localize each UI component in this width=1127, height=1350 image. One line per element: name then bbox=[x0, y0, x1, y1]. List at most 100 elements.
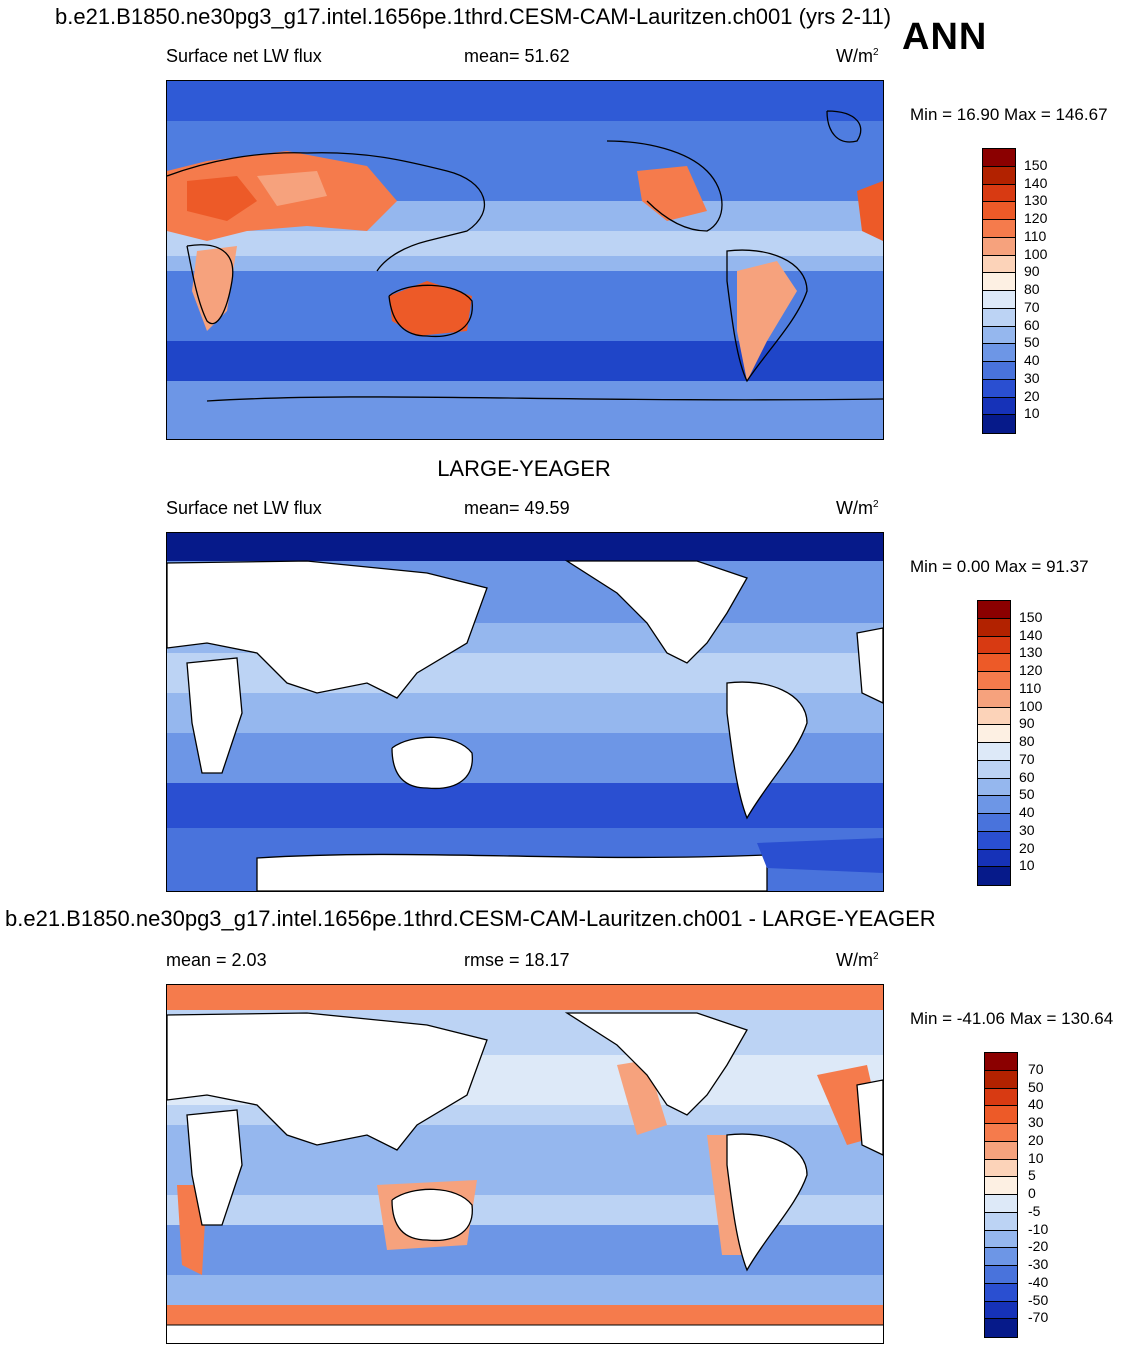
colorbar-tick-label: 80 bbox=[1024, 281, 1040, 297]
colorbar-tick-label: 20 bbox=[1028, 1131, 1044, 1148]
panel2-colorbar-ticks: 150 140 130 120 110 100 90 80 70 60 50 40 30 20 10 bbox=[1019, 600, 1079, 884]
colorbar-tick-label: 90 bbox=[1019, 715, 1035, 732]
colorbar-tick-label: -20 bbox=[1028, 1238, 1049, 1255]
colorbar-tick-label: 100 bbox=[1024, 245, 1048, 262]
colorbar-swatch bbox=[983, 397, 1015, 416]
colorbar-swatch bbox=[978, 778, 1010, 797]
colorbar-tick-label: 50 bbox=[1028, 1078, 1044, 1095]
panel3-rmse-label: rmse = 18.17 bbox=[464, 950, 570, 970]
panel3-units-label: W/m2 bbox=[836, 950, 879, 970]
panel2-minmax: Min = 0.00 Max = 91.37 bbox=[910, 557, 1089, 576]
colorbar-tick-label: 40 bbox=[1024, 352, 1040, 368]
colorbar-swatch bbox=[985, 1141, 1017, 1160]
colorbar-swatch bbox=[985, 1301, 1017, 1320]
colorbar-swatch bbox=[983, 166, 1015, 185]
colorbar-tick-label: 130 bbox=[1024, 192, 1048, 209]
colorbar-swatch bbox=[978, 689, 1010, 708]
colorbar-swatch bbox=[985, 1283, 1017, 1302]
colorbar-swatch bbox=[985, 1106, 1017, 1124]
colorbar-tick-label: 30 bbox=[1028, 1114, 1044, 1130]
panel1-map bbox=[166, 80, 884, 440]
colorbar-tick-label: -10 bbox=[1028, 1220, 1049, 1237]
panel2-mean-label: mean= 49.59 bbox=[464, 498, 570, 518]
panel1-colorbar-ticks: 150 140 130 120 110 100 90 80 70 60 50 40 30 20 10 bbox=[1024, 148, 1084, 432]
colorbar-tick-label: 100 bbox=[1019, 697, 1043, 714]
colorbar-tick-label: 140 bbox=[1019, 626, 1043, 643]
colorbar-swatch bbox=[985, 1266, 1017, 1284]
colorbar-swatch bbox=[978, 760, 1010, 779]
colorbar-swatch bbox=[985, 1124, 1017, 1142]
colorbar-tick-label: 70 bbox=[1024, 298, 1040, 315]
colorbar-swatch bbox=[978, 867, 1010, 885]
colorbar-swatch bbox=[983, 291, 1015, 309]
colorbar-swatch bbox=[983, 184, 1015, 203]
colorbar-swatch bbox=[983, 326, 1015, 345]
panel2-map bbox=[166, 532, 884, 892]
colorbar-swatch bbox=[983, 344, 1015, 362]
colorbar-tick-label: 140 bbox=[1024, 174, 1048, 191]
colorbar-swatch bbox=[985, 1230, 1017, 1249]
colorbar-tick-label: 130 bbox=[1019, 644, 1043, 661]
colorbar-tick-label: 30 bbox=[1019, 821, 1035, 838]
colorbar-swatch bbox=[978, 618, 1010, 637]
panel1-colorbar bbox=[982, 148, 1016, 434]
colorbar-swatch bbox=[985, 1088, 1017, 1107]
colorbar-tick-label: 30 bbox=[1024, 369, 1040, 386]
panel1-variable-label: Surface net LW flux bbox=[166, 46, 322, 66]
colorbar-tick-label: 110 bbox=[1024, 227, 1047, 244]
colorbar-tick-label: 10 bbox=[1028, 1149, 1044, 1166]
colorbar-tick-label: 150 bbox=[1019, 608, 1043, 625]
colorbar-swatch bbox=[985, 1177, 1017, 1195]
case-title: b.e21.B1850.ne30pg3_g17.intel.1656pe.1th… bbox=[55, 4, 892, 29]
colorbar-tick-label: 10 bbox=[1019, 857, 1035, 874]
colorbar-tick-label: 70 bbox=[1019, 750, 1035, 767]
panel2-title: LARGE-YEAGER bbox=[437, 456, 611, 481]
colorbar-swatch bbox=[978, 831, 1010, 850]
colorbar-tick-label: -40 bbox=[1028, 1273, 1049, 1290]
colorbar-swatch bbox=[978, 796, 1010, 814]
colorbar-swatch bbox=[983, 237, 1015, 256]
colorbar-swatch bbox=[985, 1159, 1017, 1178]
colorbar-tick-label: 90 bbox=[1024, 263, 1040, 280]
colorbar-tick-label: 120 bbox=[1019, 662, 1043, 678]
colorbar-swatch bbox=[985, 1212, 1017, 1231]
colorbar-swatch bbox=[985, 1319, 1017, 1337]
colorbar-swatch bbox=[985, 1248, 1017, 1266]
colorbar-tick-label: 120 bbox=[1024, 210, 1048, 226]
colorbar-swatch bbox=[983, 308, 1015, 327]
colorbar-swatch bbox=[983, 220, 1015, 238]
panel2-variable-label: Surface net LW flux bbox=[166, 498, 322, 518]
panel2-colorbar bbox=[977, 600, 1011, 886]
colorbar-swatch bbox=[983, 415, 1015, 433]
panel1-minmax: Min = 16.90 Max = 146.67 bbox=[910, 105, 1108, 124]
colorbar-tick-label: 40 bbox=[1028, 1096, 1044, 1113]
colorbar-tick-label: 50 bbox=[1024, 334, 1040, 351]
colorbar-swatch bbox=[978, 849, 1010, 868]
colorbar-swatch bbox=[978, 636, 1010, 655]
colorbar-swatch bbox=[978, 672, 1010, 690]
panel1-mean-label: mean= 51.62 bbox=[464, 46, 570, 66]
colorbar-tick-label: -50 bbox=[1028, 1291, 1049, 1308]
panel1-units-label: W/m2 bbox=[836, 46, 879, 66]
colorbar-swatch bbox=[983, 273, 1015, 291]
colorbar-tick-label: 0 bbox=[1028, 1185, 1036, 1201]
colorbar-tick-label: 80 bbox=[1019, 733, 1035, 749]
colorbar-tick-label: 60 bbox=[1024, 316, 1040, 333]
panel3-title: b.e21.B1850.ne30pg3_g17.intel.1656pe.1th… bbox=[5, 906, 936, 931]
colorbar-tick-label: -30 bbox=[1028, 1256, 1049, 1272]
colorbar-swatch bbox=[978, 725, 1010, 743]
colorbar-swatch bbox=[983, 379, 1015, 398]
panel2-units-label: W/m2 bbox=[836, 498, 879, 518]
panel3-colorbar-ticks: 70 50 40 30 20 10 5 0 -5 -10 -20 -30 -40 -50 -70 bbox=[1028, 1052, 1088, 1336]
panel3-mean-label: mean = 2.03 bbox=[166, 950, 267, 970]
panel3-colorbar bbox=[984, 1052, 1018, 1338]
colorbar-swatch bbox=[983, 149, 1015, 167]
colorbar-swatch bbox=[978, 743, 1010, 761]
colorbar-swatch bbox=[983, 255, 1015, 274]
colorbar-tick-label: 20 bbox=[1019, 839, 1035, 856]
panel3-map bbox=[166, 984, 884, 1344]
colorbar-swatch bbox=[985, 1070, 1017, 1089]
colorbar-swatch bbox=[985, 1195, 1017, 1213]
colorbar-swatch bbox=[983, 362, 1015, 380]
colorbar-swatch bbox=[978, 814, 1010, 832]
